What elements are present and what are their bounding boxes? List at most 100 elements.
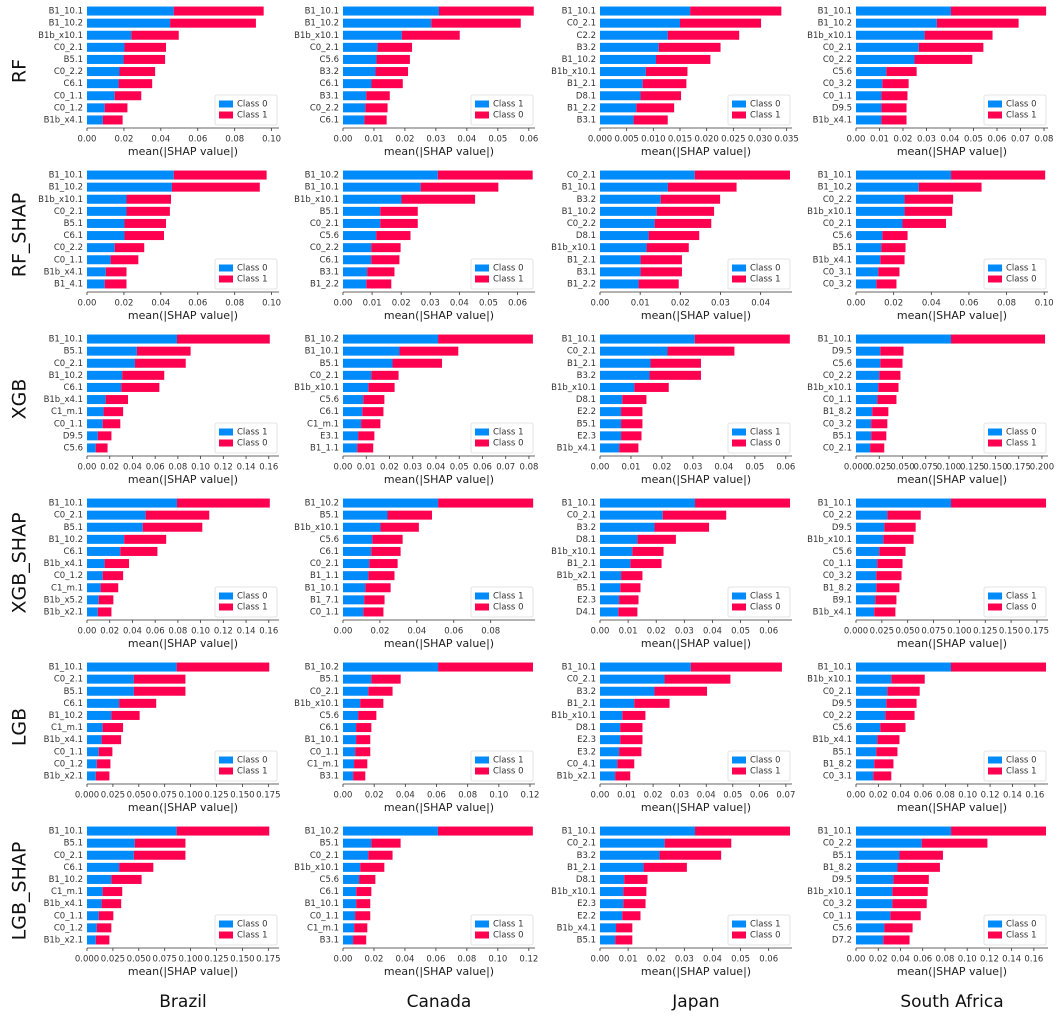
bar-segment (87, 710, 112, 720)
bar-segment (343, 431, 359, 441)
category-label: C0_3.2 (823, 419, 852, 429)
x-tick-label: 0.06 (146, 627, 165, 637)
bar-segment (950, 6, 1047, 16)
bar-segment (343, 534, 373, 544)
bar-segment (856, 723, 881, 733)
subplot: 0.00 0.02 0.04 0.06 0.08 0.10 0.12 mean(|SHAP v… (294, 662, 539, 814)
bar-segment (856, 334, 952, 344)
bar-segment (87, 522, 143, 532)
category-label: E3.2 (577, 747, 596, 757)
bar-segment (600, 218, 655, 228)
category-label: B1b_x10.1 (294, 383, 339, 393)
bar-segment (600, 431, 622, 441)
category-label: B5.1 (577, 419, 596, 429)
bar-segment (371, 79, 403, 89)
column-label: Brazil (159, 992, 206, 1012)
bar-segment (97, 607, 112, 617)
bar-segment (856, 54, 915, 64)
bar-segment (121, 382, 160, 392)
legend-swatch (219, 931, 233, 939)
category-label: C0_2.1 (567, 171, 596, 181)
x-tick-label: 0.00 (78, 299, 97, 309)
x-tick-label: 0.02 (114, 299, 133, 309)
bar-segment (600, 407, 622, 417)
bar-segment (650, 358, 701, 368)
legend-swatch (988, 275, 1002, 283)
category-label: C0_1.2 (54, 571, 83, 581)
x-axis-label: mean(|SHAP value|) (128, 965, 238, 978)
category-label: C5.6 (833, 359, 852, 369)
bar-segment (102, 571, 124, 581)
subplot: 0.00 0.02 0.04 0.06 0.08 0.10 mean(|SHAP value… (38, 170, 281, 322)
bar-segment (600, 115, 634, 125)
bar-segment (101, 735, 122, 745)
bar-segment (87, 583, 101, 593)
bar-segment (371, 838, 401, 848)
x-tick-label: 0.08 (481, 627, 500, 637)
x-tick-label: 0.000 (75, 791, 99, 801)
bar-segment (134, 838, 186, 848)
category-label: B1_2.2 (567, 279, 596, 289)
category-label: C0_1.1 (54, 255, 83, 265)
category-label: D8.1 (576, 723, 596, 733)
category-label: C0_2.1 (567, 347, 596, 357)
x-tick-label: 0.14 (1002, 955, 1021, 965)
x-tick-label: 0.02 (647, 955, 666, 965)
bar-segment (97, 431, 112, 441)
bar-segment (87, 346, 137, 356)
bar-segment (87, 358, 135, 368)
bar-segment (664, 674, 731, 684)
category-label: C0_2.1 (310, 43, 339, 53)
legend-swatch (732, 920, 746, 928)
bar-segment (856, 850, 900, 860)
category-label: C0_1.1 (823, 911, 852, 921)
bar-segment (124, 42, 167, 52)
bar-segment (637, 534, 676, 544)
category-label: B1_10.2 (49, 875, 83, 885)
bar-segment (634, 698, 670, 708)
bar-segment (856, 206, 905, 216)
subplot: 0.00 0.01 0.02 0.03 0.04 0.05 0.06 mean(|SHAP v… (294, 6, 538, 158)
category-label: C0_2.1 (823, 687, 852, 697)
x-tick-label: 0.04 (427, 463, 446, 473)
category-label: B5.1 (64, 839, 83, 849)
x-tick-label: 0.02 (894, 135, 913, 145)
x-tick-label: 0.015 (668, 135, 692, 145)
bar-segment (600, 546, 633, 556)
bar-segment (368, 686, 393, 696)
bar-segment (380, 206, 418, 216)
column-label: South Africa (900, 992, 1003, 1012)
bar-segment (357, 443, 374, 453)
category-label: B1_10.1 (818, 7, 852, 17)
bar-segment (87, 686, 134, 696)
category-label: B1b_x4.1 (44, 899, 83, 909)
bar-segment (694, 334, 790, 344)
category-label: C0_2.1 (54, 207, 83, 217)
x-tick-label: 0.00 (591, 955, 610, 965)
bar-segment (856, 407, 873, 417)
category-label: C2.2 (577, 31, 596, 41)
bar-segment (615, 771, 631, 781)
bar-segment (600, 771, 616, 781)
category-label: C0_3.2 (823, 79, 852, 89)
bar-segment (343, 862, 361, 872)
subplot: 0.00 0.02 0.04 0.06 0.08 0.10 mean(|SHAP value… (38, 6, 281, 158)
category-label: B1b_x4.1 (813, 115, 852, 125)
bar-segment (600, 170, 695, 180)
bar-segment (343, 115, 365, 125)
x-axis-label: mean(|SHAP value|) (641, 473, 751, 486)
category-label: B3.2 (577, 687, 596, 697)
bar-segment (891, 674, 925, 684)
x-tick-label: 0.04 (450, 299, 469, 309)
bar-segment (371, 243, 401, 253)
category-label: C5.6 (320, 875, 339, 885)
bar-segment (616, 923, 633, 933)
bar-segment (360, 698, 384, 708)
category-label: B1b_x4.1 (557, 443, 596, 453)
x-tick-label: 0.10 (262, 135, 281, 145)
bar-segment (87, 911, 99, 921)
x-tick-label: 0.00 (334, 135, 353, 145)
category-label: B1_10.1 (562, 663, 596, 673)
bar-segment (87, 206, 127, 216)
legend-swatch (219, 428, 233, 436)
